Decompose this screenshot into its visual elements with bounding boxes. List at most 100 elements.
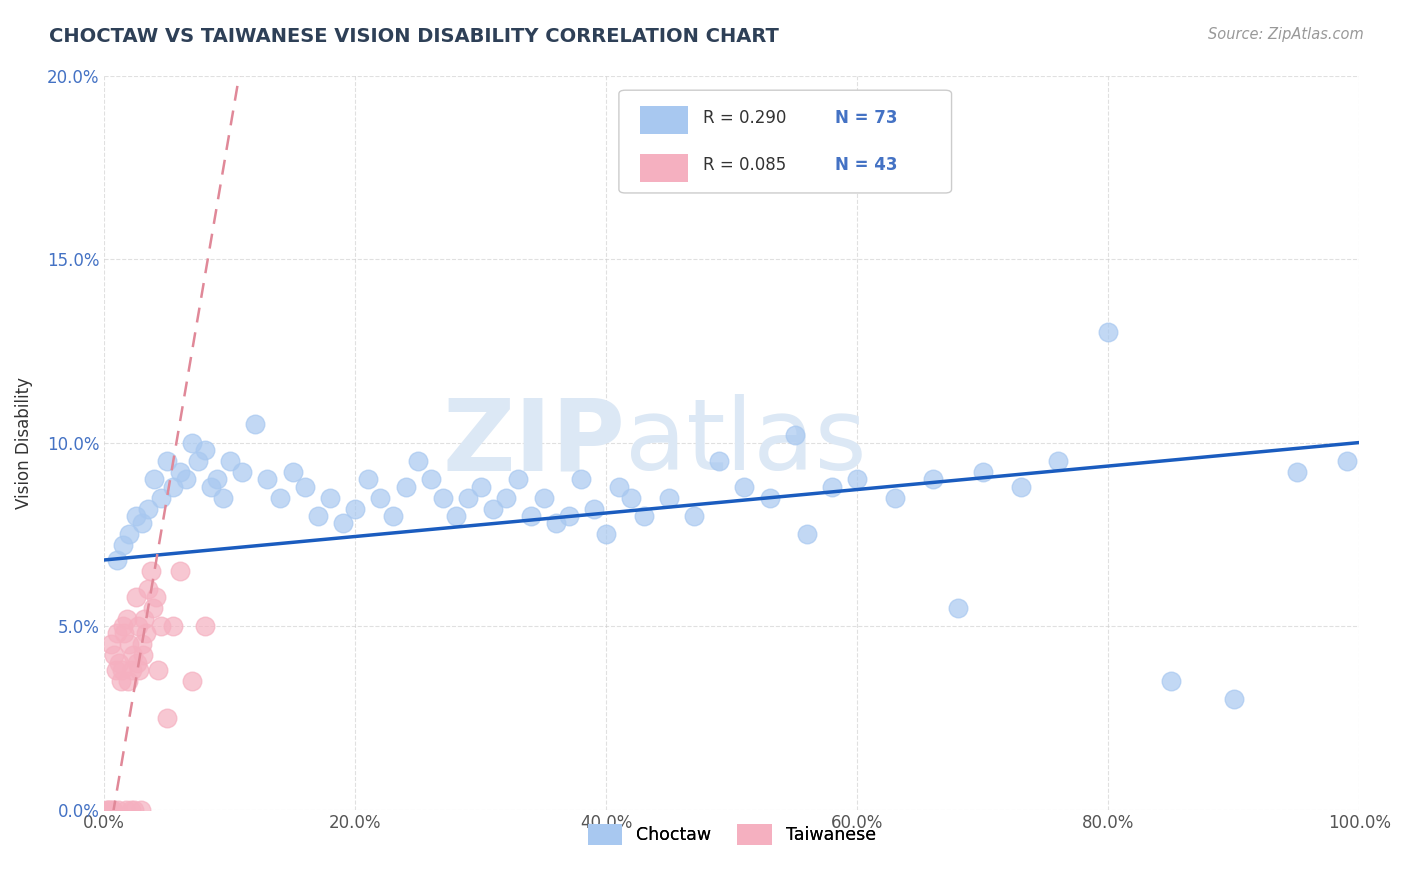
Point (406, 454, 429, 468)
Point (124, 590, 146, 604)
FancyBboxPatch shape (619, 90, 952, 193)
Point (174, 472, 197, 486)
Point (1160, 674, 1182, 689)
Point (118, 637, 141, 651)
Point (117, 674, 139, 689)
Point (231, 465, 253, 479)
Point (218, 454, 240, 468)
Point (111, 663, 134, 677)
Point (595, 527, 617, 541)
Point (124, 508, 146, 523)
Point (96, 803, 118, 817)
Point (419, 472, 441, 486)
Point (108, 656, 131, 670)
Point (101, 803, 124, 817)
Point (582, 501, 605, 516)
Point (620, 491, 643, 505)
Point (256, 472, 278, 486)
Point (495, 491, 517, 505)
Point (281, 465, 304, 479)
Point (125, 656, 148, 670)
Point (156, 454, 179, 468)
Point (370, 491, 392, 505)
Point (307, 508, 329, 523)
Point (194, 619, 217, 633)
Text: N = 73: N = 73 (835, 109, 897, 127)
Point (104, 663, 127, 677)
Point (112, 538, 135, 552)
Point (142, 600, 165, 615)
Point (1336, 454, 1358, 468)
Point (124, 803, 146, 817)
Point (112, 626, 135, 640)
Point (149, 619, 172, 633)
Point (105, 626, 128, 640)
Point (156, 711, 179, 725)
Point (758, 491, 780, 505)
Point (783, 428, 806, 442)
Point (148, 663, 170, 677)
Text: ZIP: ZIP (443, 394, 626, 491)
Point (98, 803, 121, 817)
Point (131, 516, 153, 531)
Point (569, 472, 592, 486)
Point (1047, 454, 1070, 468)
Point (145, 590, 167, 604)
Point (107, 803, 129, 817)
Point (128, 663, 150, 677)
Point (205, 472, 228, 486)
Text: R = 0.290: R = 0.290 (703, 109, 786, 127)
Point (633, 508, 655, 523)
Text: N = 43: N = 43 (835, 156, 897, 175)
Point (269, 491, 291, 505)
Point (444, 508, 467, 523)
Point (127, 619, 149, 633)
Point (1223, 692, 1246, 706)
Point (482, 501, 505, 516)
Point (139, 564, 162, 578)
Point (1097, 326, 1119, 340)
Point (132, 648, 155, 663)
Text: atlas: atlas (626, 394, 868, 491)
Point (709, 454, 731, 468)
Point (101, 803, 124, 817)
Point (846, 472, 869, 486)
Point (200, 479, 222, 493)
Point (520, 508, 543, 523)
Point (103, 648, 125, 663)
Point (319, 491, 342, 505)
Point (508, 472, 530, 486)
Point (134, 612, 156, 626)
Point (557, 508, 579, 523)
Point (884, 491, 907, 505)
Point (187, 454, 209, 468)
Point (796, 527, 818, 541)
Text: Source: ZipAtlas.com: Source: ZipAtlas.com (1208, 27, 1364, 42)
Point (1285, 465, 1308, 479)
Point (120, 803, 142, 817)
Point (135, 626, 157, 640)
Point (143, 472, 166, 486)
Point (149, 491, 172, 505)
Point (136, 582, 159, 597)
Point (546, 516, 568, 531)
Point (457, 491, 479, 505)
Point (181, 674, 204, 689)
Point (946, 600, 969, 615)
Point (129, 803, 152, 817)
Point (394, 479, 416, 493)
Point (97, 803, 120, 817)
Point (114, 803, 136, 817)
Point (169, 465, 191, 479)
Legend: Choctaw, Taiwanese: Choctaw, Taiwanese (581, 817, 883, 852)
Point (243, 417, 266, 432)
Point (121, 663, 143, 677)
Point (105, 553, 128, 567)
Point (100, 637, 122, 651)
Point (658, 491, 681, 505)
Point (821, 479, 844, 493)
Point (294, 479, 316, 493)
Point (112, 619, 135, 633)
Point (607, 479, 630, 493)
Point (972, 465, 994, 479)
